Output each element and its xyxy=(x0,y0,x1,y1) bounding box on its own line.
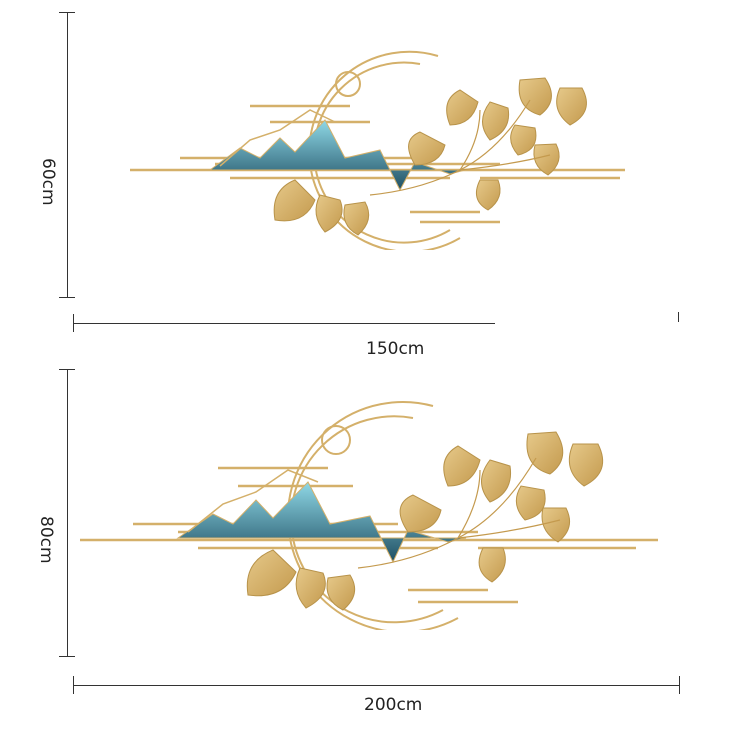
top-height-tick-bottom xyxy=(59,297,75,298)
bottom-height-label: 80cm xyxy=(36,516,56,564)
top-width-tick-right xyxy=(678,312,679,322)
top-height-line xyxy=(67,12,68,297)
bottom-height-line xyxy=(67,369,68,656)
bottom-wall-art-image xyxy=(78,390,663,630)
bottom-width-label: 200cm xyxy=(364,695,423,715)
top-width-line xyxy=(73,323,495,324)
top-height-label: 60cm xyxy=(38,158,58,206)
top-width-label: 150cm xyxy=(366,339,425,359)
bottom-width-line xyxy=(73,685,679,686)
bottom-height-tick-bottom xyxy=(59,656,75,657)
top-wall-art-image xyxy=(120,40,640,250)
bottom-width-tick-right xyxy=(679,676,680,694)
